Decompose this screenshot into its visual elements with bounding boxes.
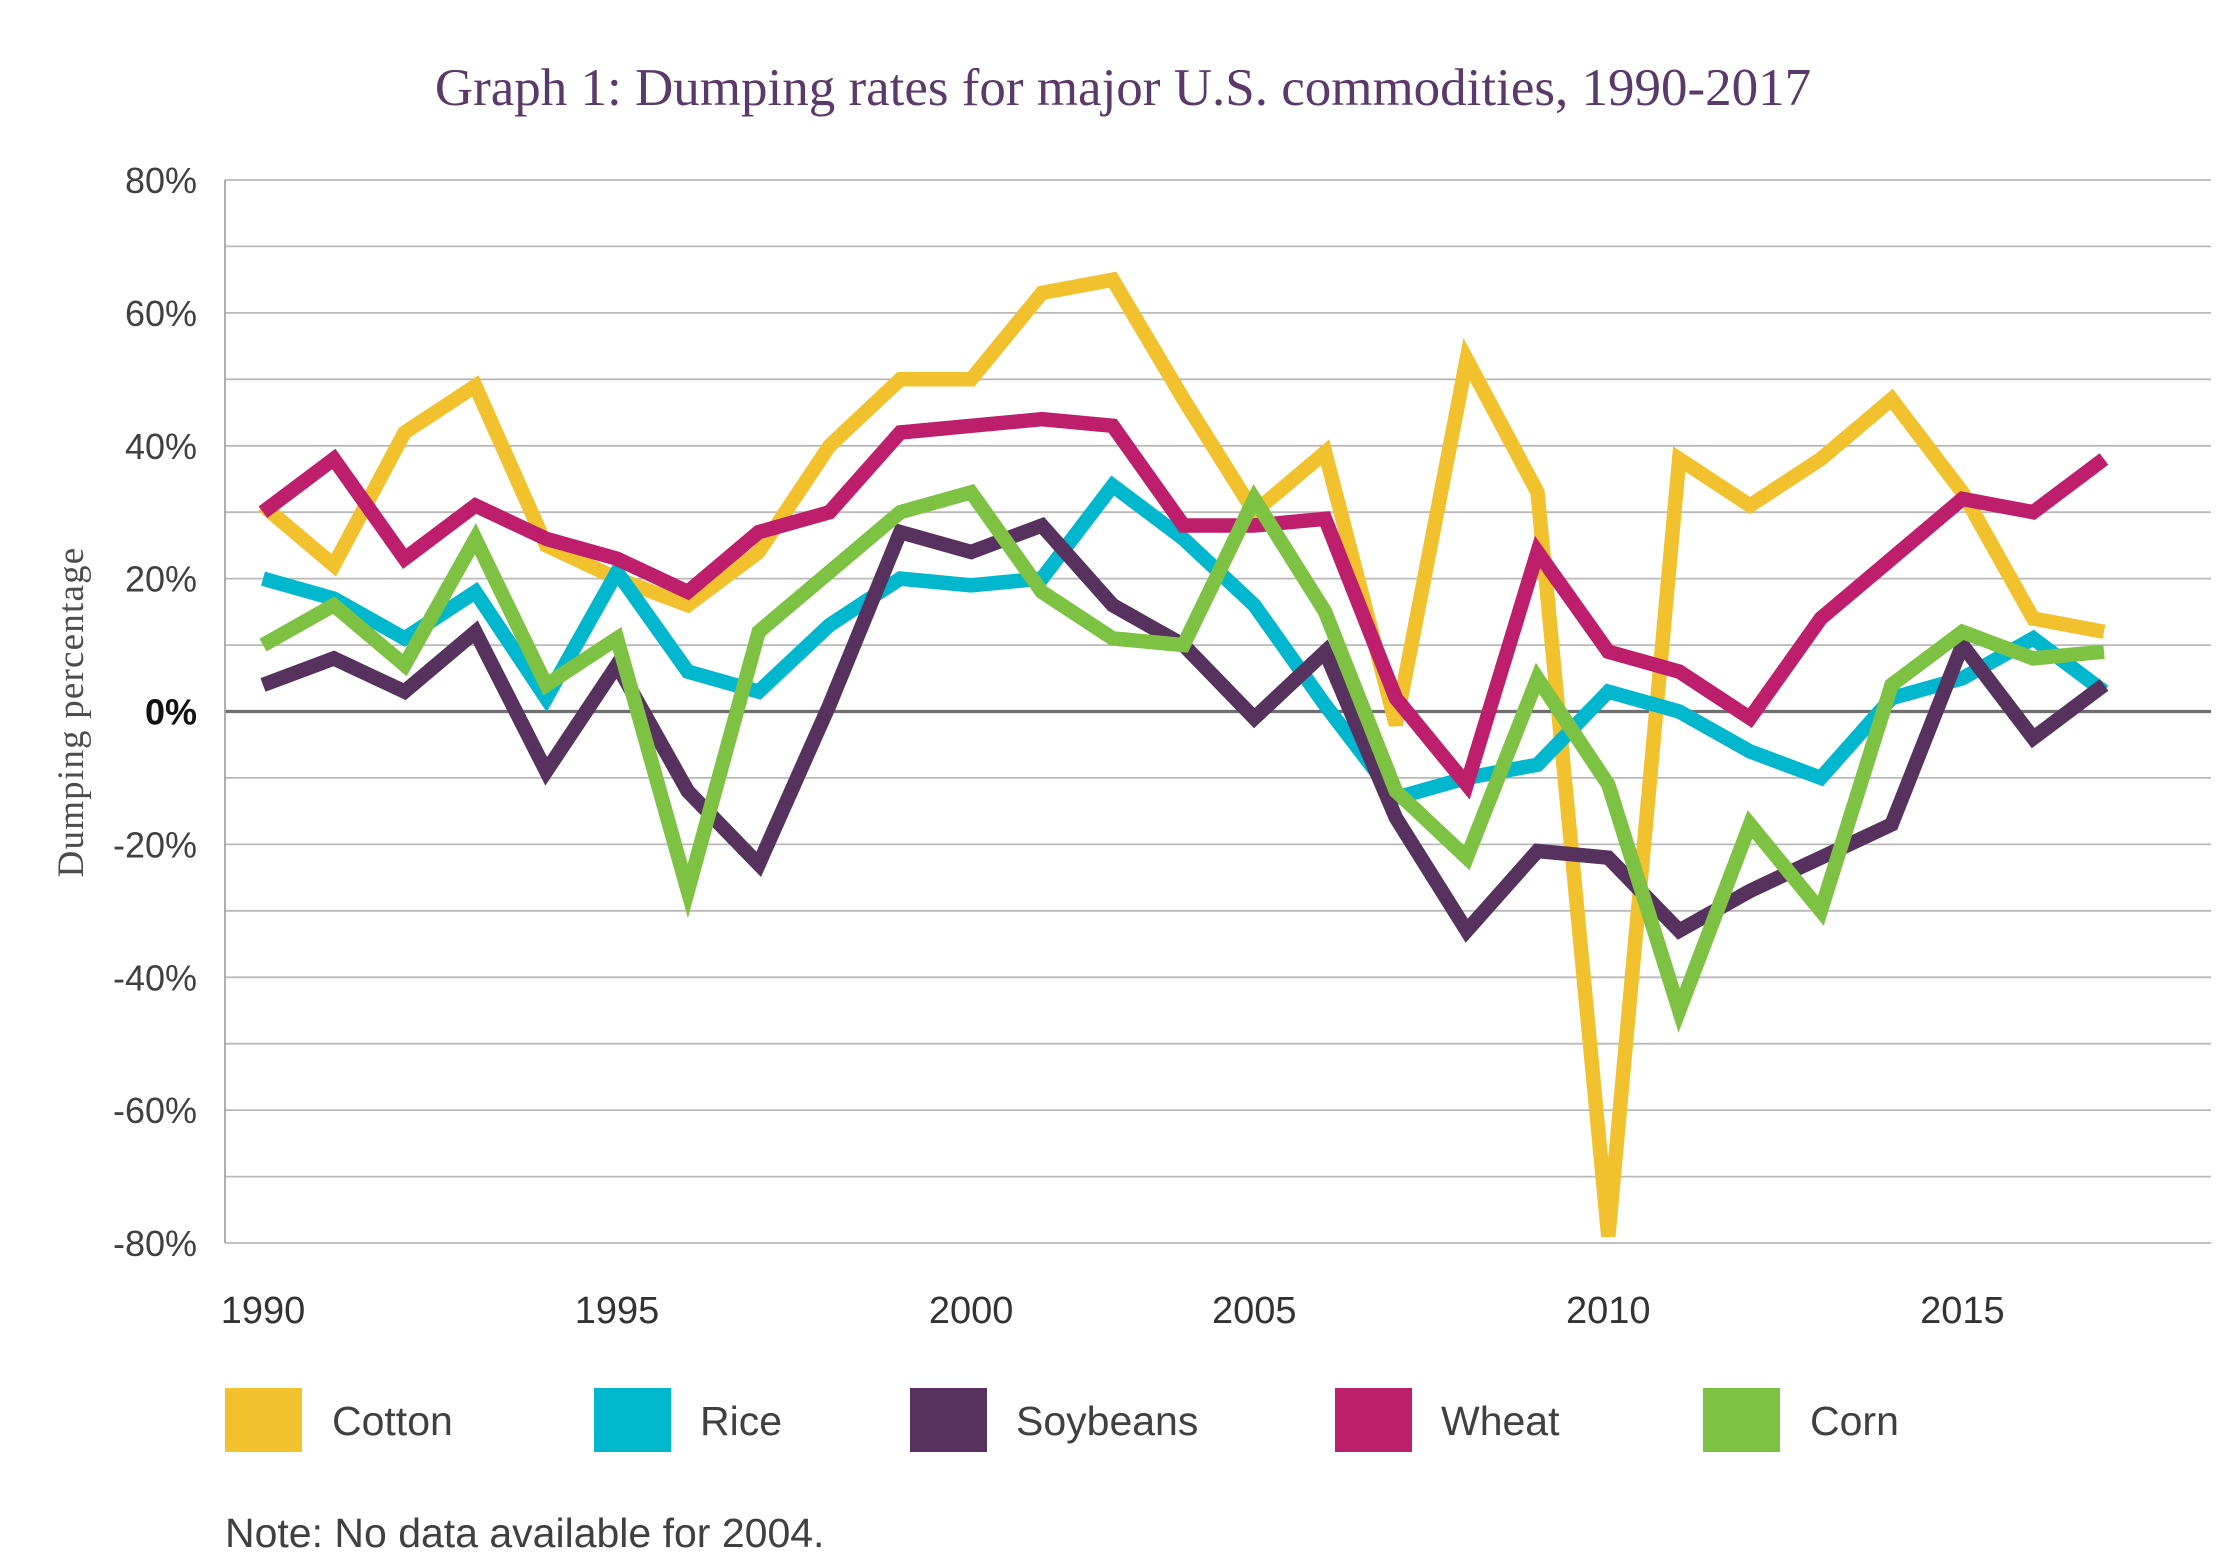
legend-label-wheat: Wheat [1441, 1398, 1560, 1444]
y-tick-label-minus-20: -20% [113, 824, 197, 865]
legend-label-rice: Rice [700, 1398, 782, 1444]
y-tick-label-60: 60% [125, 293, 197, 334]
series-line-corn [259, 483, 2105, 1033]
series-line-cotton [258, 271, 2106, 1238]
series-lines [258, 271, 2109, 1238]
series-line-wheat [258, 411, 2109, 800]
legend-swatch-soybeans [910, 1388, 987, 1452]
footnote: Note: No data available for 2004. [225, 1510, 824, 1553]
legend-swatch-rice [594, 1388, 671, 1452]
y-tick-label-80: 80% [125, 160, 197, 201]
legend-item-soybeans: Soybeans [910, 1388, 1198, 1452]
legend-item-cotton: Cotton [225, 1388, 453, 1452]
x-tick-label-1990: 1990 [221, 1290, 306, 1332]
legend-swatch-corn [1703, 1388, 1780, 1452]
y-tick-label-minus-40: -40% [113, 957, 197, 998]
legend-item-corn: Corn [1703, 1388, 1899, 1452]
y-axis-tick-labels: 80% 60% 40% 20% 0% -20% -40% -60% -80% [113, 160, 197, 1264]
legend-label-cotton: Cotton [332, 1398, 453, 1444]
x-tick-label-2000: 2000 [929, 1290, 1014, 1332]
legend-item-rice: Rice [594, 1388, 782, 1452]
x-tick-label-2010: 2010 [1566, 1290, 1651, 1332]
y-tick-label-20: 20% [125, 559, 197, 600]
y-tick-label-minus-80: -80% [113, 1223, 197, 1264]
y-axis-title: Dumping percentage [51, 547, 92, 878]
legend-swatch-cotton [225, 1388, 302, 1452]
series-line-rice [261, 475, 2109, 807]
x-axis-tick-labels: 1990 1995 2000 2005 2010 2015 [221, 1290, 2005, 1332]
legend-label-soybeans: Soybeans [1016, 1398, 1198, 1444]
legend-label-corn: Corn [1810, 1398, 1899, 1444]
y-tick-label-40: 40% [125, 426, 197, 467]
legend-swatch-wheat [1335, 1388, 1412, 1452]
x-tick-label-2005: 2005 [1212, 1290, 1297, 1332]
x-tick-label-2015: 2015 [1920, 1290, 2005, 1332]
y-tick-label-minus-60: -60% [113, 1090, 197, 1131]
chart-title: Graph 1: Dumping rates for major U.S. co… [435, 59, 1811, 117]
gridlines [224, 179, 2211, 1244]
legend-item-wheat: Wheat [1335, 1388, 1560, 1452]
x-tick-label-1995: 1995 [575, 1290, 660, 1332]
legend: Cotton Rice Soybeans Wheat Corn [225, 1388, 1899, 1452]
y-tick-label-0: 0% [145, 692, 197, 733]
